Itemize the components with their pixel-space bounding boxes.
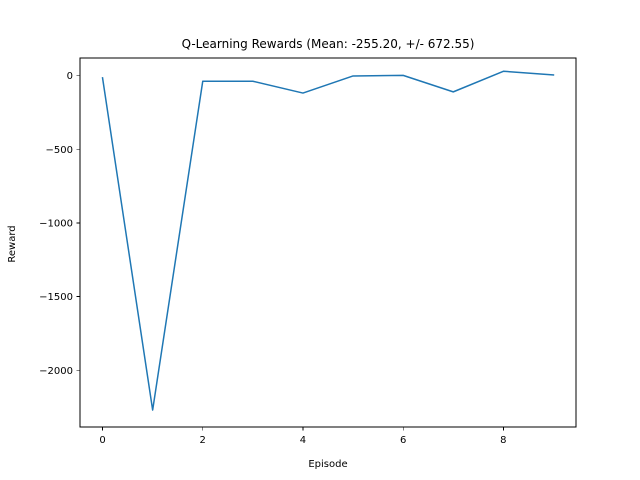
y-tick-label: −500 bbox=[46, 145, 73, 156]
plot-area: 0 2 4 6 8 0 −500 −1000 −1500 −2000 bbox=[39, 57, 577, 446]
x-tick-label: 8 bbox=[500, 435, 506, 446]
axes-frame bbox=[79, 57, 577, 428]
y-tick-label: 0 bbox=[67, 71, 73, 82]
x-tick-label: 2 bbox=[200, 435, 206, 446]
x-axis-label: Episode bbox=[308, 459, 347, 470]
x-tick-label: 0 bbox=[99, 435, 105, 446]
series-line-0 bbox=[101, 70, 555, 411]
y-tick-label: −1500 bbox=[39, 292, 73, 303]
x-tick-label: 6 bbox=[400, 435, 406, 446]
y-tick-label: −1000 bbox=[39, 218, 73, 229]
y-axis-label: Reward bbox=[7, 225, 18, 262]
chart-title: Q-Learning Rewards (Mean: -255.20, +/- 6… bbox=[182, 37, 475, 51]
y-tick-label: −2000 bbox=[39, 366, 73, 377]
x-tick-label: 4 bbox=[300, 435, 306, 446]
